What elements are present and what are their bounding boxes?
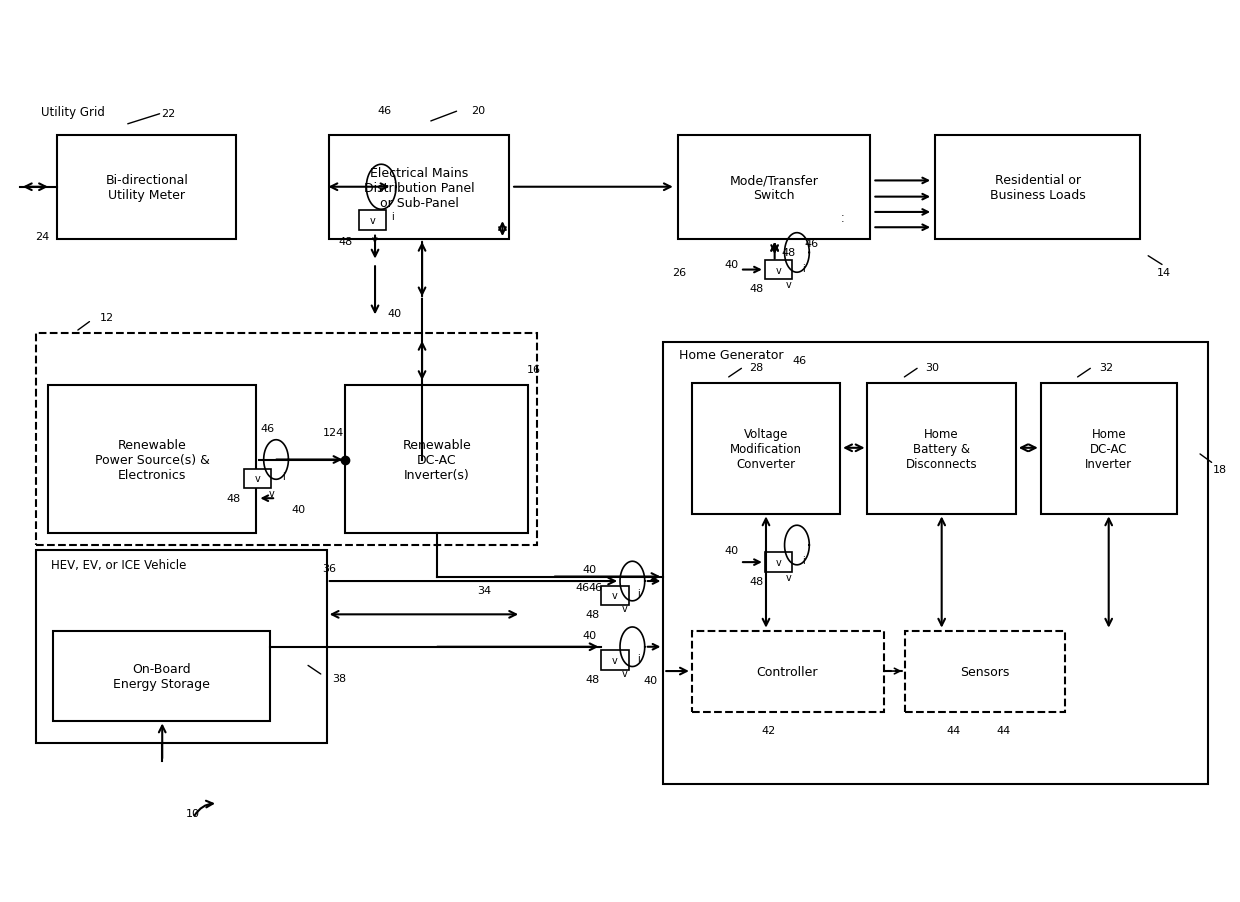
Text: 48: 48 — [781, 248, 795, 258]
Text: 40: 40 — [582, 565, 596, 575]
Text: Home Generator: Home Generator — [680, 348, 784, 362]
Text: Residential or
Business Loads: Residential or Business Loads — [990, 174, 1085, 202]
Text: 44: 44 — [997, 725, 1011, 735]
Text: Utility Grid: Utility Grid — [41, 106, 105, 118]
FancyBboxPatch shape — [57, 136, 237, 240]
Text: Home
DC-AC
Inverter: Home DC-AC Inverter — [1085, 428, 1132, 470]
Text: 48: 48 — [339, 236, 352, 246]
Text: Renewable
DC-AC
Inverter(s): Renewable DC-AC Inverter(s) — [403, 438, 471, 481]
Text: v: v — [785, 280, 791, 290]
FancyBboxPatch shape — [601, 586, 629, 605]
Text: 48: 48 — [749, 576, 763, 586]
Text: i: i — [637, 653, 640, 663]
Text: 26: 26 — [672, 268, 687, 278]
Text: 46: 46 — [805, 239, 818, 249]
Text: 46: 46 — [588, 583, 603, 593]
FancyBboxPatch shape — [663, 343, 1208, 784]
Text: 46: 46 — [260, 424, 274, 434]
Text: 20: 20 — [471, 106, 485, 116]
Text: 46: 46 — [575, 583, 590, 593]
Text: .: . — [841, 214, 844, 224]
FancyBboxPatch shape — [330, 136, 508, 240]
Text: v: v — [622, 603, 627, 613]
Text: 40: 40 — [724, 545, 738, 555]
Text: 16: 16 — [527, 365, 541, 375]
FancyBboxPatch shape — [765, 553, 792, 573]
Text: HEV, EV, or ICE Vehicle: HEV, EV, or ICE Vehicle — [51, 558, 186, 572]
Text: v: v — [268, 488, 274, 498]
Text: 124: 124 — [322, 428, 343, 438]
Text: i: i — [391, 212, 394, 222]
Text: 38: 38 — [332, 674, 346, 684]
Text: i: i — [802, 556, 805, 566]
FancyBboxPatch shape — [678, 136, 870, 240]
Text: Voltage
Modification
Converter: Voltage Modification Converter — [730, 428, 802, 470]
Text: i: i — [637, 588, 640, 598]
Text: v: v — [785, 572, 791, 582]
Text: 24: 24 — [35, 232, 50, 242]
FancyBboxPatch shape — [358, 211, 386, 231]
Text: 48: 48 — [585, 610, 600, 620]
Text: v: v — [775, 265, 781, 275]
Text: 40: 40 — [582, 630, 596, 640]
FancyBboxPatch shape — [601, 650, 629, 670]
FancyBboxPatch shape — [692, 383, 841, 514]
Text: 48: 48 — [585, 675, 600, 685]
FancyBboxPatch shape — [935, 136, 1140, 240]
FancyBboxPatch shape — [1040, 383, 1177, 514]
FancyBboxPatch shape — [765, 261, 792, 281]
Text: 10: 10 — [186, 808, 200, 818]
Text: 40: 40 — [388, 308, 402, 318]
Text: 48: 48 — [227, 493, 241, 503]
Text: 46: 46 — [792, 356, 806, 366]
Text: 32: 32 — [1099, 363, 1114, 373]
Text: 14: 14 — [1157, 268, 1172, 278]
FancyBboxPatch shape — [36, 550, 327, 743]
Text: 40: 40 — [724, 260, 738, 270]
Text: 44: 44 — [947, 725, 961, 735]
Text: Controller: Controller — [756, 665, 817, 677]
Text: 48: 48 — [749, 284, 763, 294]
Text: 12: 12 — [99, 313, 114, 323]
Text: Electrical Mains
Distribution Panel
or Sub-Panel: Electrical Mains Distribution Panel or S… — [363, 167, 474, 209]
Text: i: i — [283, 471, 285, 481]
Text: 28: 28 — [749, 363, 763, 373]
Text: v: v — [254, 474, 260, 483]
Text: 42: 42 — [761, 725, 775, 735]
Text: 30: 30 — [925, 363, 939, 373]
FancyBboxPatch shape — [53, 630, 270, 721]
FancyBboxPatch shape — [868, 383, 1016, 514]
Text: v: v — [775, 557, 781, 567]
FancyBboxPatch shape — [48, 385, 257, 534]
Text: 40: 40 — [291, 504, 305, 514]
FancyBboxPatch shape — [345, 385, 528, 534]
Text: Renewable
Power Source(s) &
Electronics: Renewable Power Source(s) & Electronics — [95, 438, 210, 481]
Text: v: v — [372, 235, 378, 244]
Text: v: v — [613, 591, 618, 601]
Text: v: v — [622, 668, 627, 678]
Text: 18: 18 — [1213, 464, 1228, 474]
FancyBboxPatch shape — [244, 469, 272, 489]
Text: Bi-directional
Utility Meter: Bi-directional Utility Meter — [105, 174, 188, 202]
Text: i: i — [802, 263, 805, 273]
Text: 46: 46 — [378, 106, 392, 116]
Text: .: . — [841, 207, 844, 217]
Text: v: v — [370, 216, 376, 226]
Text: Home
Battery &
Disconnects: Home Battery & Disconnects — [906, 428, 977, 470]
Text: 36: 36 — [322, 563, 336, 573]
Text: 22: 22 — [161, 109, 176, 119]
Text: On-Board
Energy Storage: On-Board Energy Storage — [113, 662, 210, 690]
Text: Mode/Transfer
Switch: Mode/Transfer Switch — [729, 174, 818, 202]
Text: 40: 40 — [644, 676, 658, 686]
Text: v: v — [613, 656, 618, 666]
Text: Sensors: Sensors — [960, 665, 1009, 677]
Text: 34: 34 — [477, 585, 491, 595]
